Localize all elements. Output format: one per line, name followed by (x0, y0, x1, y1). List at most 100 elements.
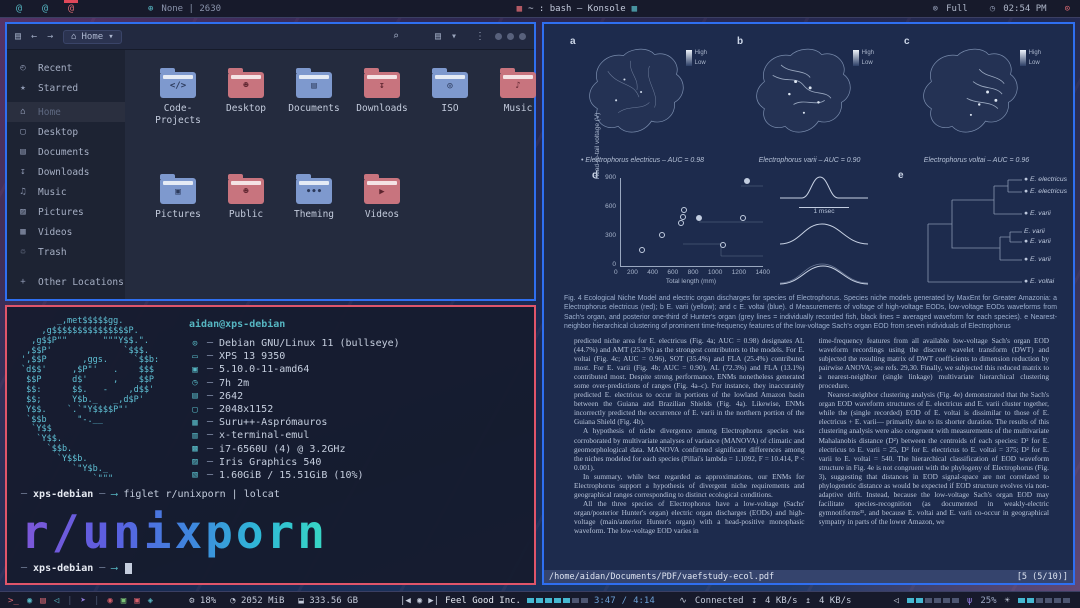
sidebar-item-documents[interactable]: ▤ Documents (7, 142, 125, 162)
sidebar-item-other-locations[interactable]: + Other Locations (7, 272, 125, 292)
panel-label: a (570, 36, 576, 47)
folder-icon: ▣ (160, 174, 196, 204)
rocket-launcher-icon[interactable]: ➤ (80, 595, 86, 606)
folder-desktop[interactable]: ☻ Desktop (213, 64, 279, 170)
workspace-group: @ @ @ ⊕ None | 2630 (0, 0, 231, 15)
desktop-icon: ▢ (20, 127, 26, 137)
folder-grid[interactable]: </> Code- Projects ☻ Desktop ▤ Documents ↧ D… (125, 50, 551, 299)
media-pause-button[interactable]: ◉ (416, 595, 423, 606)
volume-icon[interactable]: ◁ (893, 595, 899, 606)
sidebar-item-starred[interactable]: ★ Starred (7, 78, 125, 98)
scatter-point (639, 247, 646, 254)
sidebar-item-desktop[interactable]: ▢ Desktop (7, 122, 125, 142)
body-column-left: predicted niche area for E. electricus (… (574, 336, 805, 553)
terminal-window[interactable]: _,met$$$$$gg. ,g$$$$$$$$$$$$$$$P. ,g$$P"… (5, 305, 536, 585)
toolbar-dots[interactable] (495, 33, 526, 40)
app-icon-record[interactable]: ◉ (107, 595, 113, 606)
panel-label: b (737, 36, 744, 47)
search-icon[interactable]: ⌕ (392, 31, 399, 42)
browser-launcher-icon[interactable]: ◉ (26, 595, 33, 606)
dendro-leaf: ● E. electricus (1024, 176, 1068, 183)
workspace-3-active[interactable]: @ (62, 0, 80, 15)
back-button[interactable]: ← (31, 31, 38, 42)
neofetch-kernel-line: ▣ ─ 5.10.0-11-amd64 (189, 363, 400, 376)
home-icon: ⌂ (20, 107, 26, 117)
file-manager-body: ◴ Recent ★ Starred ⌂ Home ▢ Desktop ▤ Documen… (7, 50, 536, 299)
folder-music[interactable]: ♪ Music (485, 64, 551, 170)
files-launcher-icon[interactable]: ▤ (40, 595, 46, 606)
map-blob (589, 48, 684, 133)
breadcrumb[interactable]: ⌂ Home ▾ (63, 29, 122, 44)
media-track-title: Feel Good Inc. (445, 595, 521, 606)
dendrogram-lines (927, 179, 1022, 283)
sidebar-item-videos[interactable]: ▦ Videos (7, 222, 125, 242)
layout-mode-icon[interactable]: ⊕ (148, 3, 154, 14)
folder-code-projects[interactable]: </> Code- Projects (145, 64, 211, 170)
volume-bar[interactable] (906, 598, 959, 603)
sidebar-item-downloads[interactable]: ↧ Downloads (7, 162, 125, 182)
workspace-2[interactable]: @ (41, 3, 49, 14)
power-icon[interactable]: ⊙ (1064, 3, 1070, 14)
breadcrumb-dropdown-icon[interactable]: ▾ (108, 31, 114, 42)
sidebar-toggle-icon[interactable]: ▤ (15, 31, 22, 42)
x-tick: 0 (614, 269, 618, 276)
scatter-y-ticks: 900 600 300 0 (598, 174, 616, 268)
view-mode-icon[interactable]: ▤ (434, 31, 441, 42)
media-elapsed: 3:47 (593, 595, 616, 606)
sidebar-label: Desktop (38, 126, 79, 138)
folder-documents[interactable]: ▤ Documents (281, 64, 347, 170)
mic-icon[interactable]: ψ (966, 595, 973, 606)
prompt-line-active[interactable]: ─ xps-debian ─ ⟶ (21, 563, 133, 574)
folder-icon: ☻ (228, 68, 264, 98)
brightness-bar[interactable] (1018, 598, 1070, 603)
sidebar-item-pictures[interactable]: ▨ Pictures (7, 202, 125, 222)
overflow-menu-icon[interactable]: ⋮ (475, 31, 485, 42)
neofetch-user-host: aidan@xps-debian (189, 319, 286, 330)
sidebar-item-home[interactable]: ⌂ Home (7, 102, 125, 122)
y-tick: 300 (605, 232, 616, 239)
top-bar: @ @ @ ⊕ None | 2630 ▦ ~ : bash — Konsole… (0, 0, 1080, 18)
view-mode-dropdown-icon[interactable]: ▾ (450, 31, 457, 42)
brightness-icon[interactable]: ☀ (1004, 595, 1010, 606)
sidebar-item-music[interactable]: ♫ Music (7, 182, 125, 202)
zathura-statusbar: /home/aidan/Documents/PDF/vaefstudy-ecol… (544, 570, 1073, 583)
file-manager-window[interactable]: ▤ ← → ⌂ Home ▾ ⌕ ▤ ▾ ⋮ ◴ Recent ★ Starred … (5, 22, 536, 301)
media-prev-button[interactable]: |◀ (400, 595, 411, 606)
folder-downloads[interactable]: ↧ Downloads (349, 64, 415, 170)
battery-icon: ⊗ (932, 3, 939, 14)
x-tick: 600 (667, 269, 679, 276)
file-manager-toolbar: ▤ ← → ⌂ Home ▾ ⌕ ▤ ▾ ⋮ (7, 24, 534, 50)
app-icon-teal[interactable]: ◈ (147, 595, 154, 606)
paragraph: A hypothesis of niche divergence among E… (574, 426, 805, 472)
folder-pictures[interactable]: ▣ Pictures (145, 170, 211, 276)
terminal-launcher-icon[interactable]: >_ (8, 595, 19, 606)
media-next-button[interactable]: ▶| (428, 595, 440, 606)
media-progress-bar[interactable] (526, 598, 588, 603)
colorbar (852, 50, 859, 66)
folder-iso[interactable]: ◎ ISO (417, 64, 483, 170)
workspace-1[interactable]: @ (15, 3, 23, 14)
sidebar-label: Other Locations (38, 276, 124, 288)
pdf-viewer-window[interactable]: a High Low • Electrophorus electricus – A… (542, 22, 1075, 585)
pdf-page[interactable]: a High Low • Electrophorus electricus – A… (544, 24, 1073, 569)
separator: | (67, 595, 73, 606)
sidebar-item-trash[interactable]: ♲ Trash (7, 242, 125, 262)
folder-name: Pictures (155, 209, 201, 220)
legend-low: Low (861, 60, 873, 66)
folder-public[interactable]: ☻ Public (213, 170, 279, 276)
sidebar-item-recent[interactable]: ◴ Recent (7, 58, 125, 78)
memory-value: 1.60GiB / 15.51GiB (10%) (219, 469, 364, 481)
app-icon-green[interactable]: ▣ (120, 595, 127, 606)
code-icon: </> (169, 81, 187, 91)
disk-icon: ⬓ (298, 595, 304, 606)
scatter-point (696, 215, 703, 222)
speaker-launcher-icon[interactable]: ◁ (53, 595, 60, 606)
app-icon-red[interactable]: ▣ (134, 595, 140, 606)
media-total: 4:14 (633, 595, 655, 606)
disk-value: 333.56 GB (309, 595, 358, 606)
forward-button[interactable]: → (47, 31, 54, 42)
folder-icon: ↧ (364, 68, 400, 98)
folder-theming[interactable]: ••• Theming (281, 170, 347, 276)
legend-low: Low (1028, 60, 1040, 66)
folder-videos[interactable]: ▶ Videos (349, 170, 415, 276)
